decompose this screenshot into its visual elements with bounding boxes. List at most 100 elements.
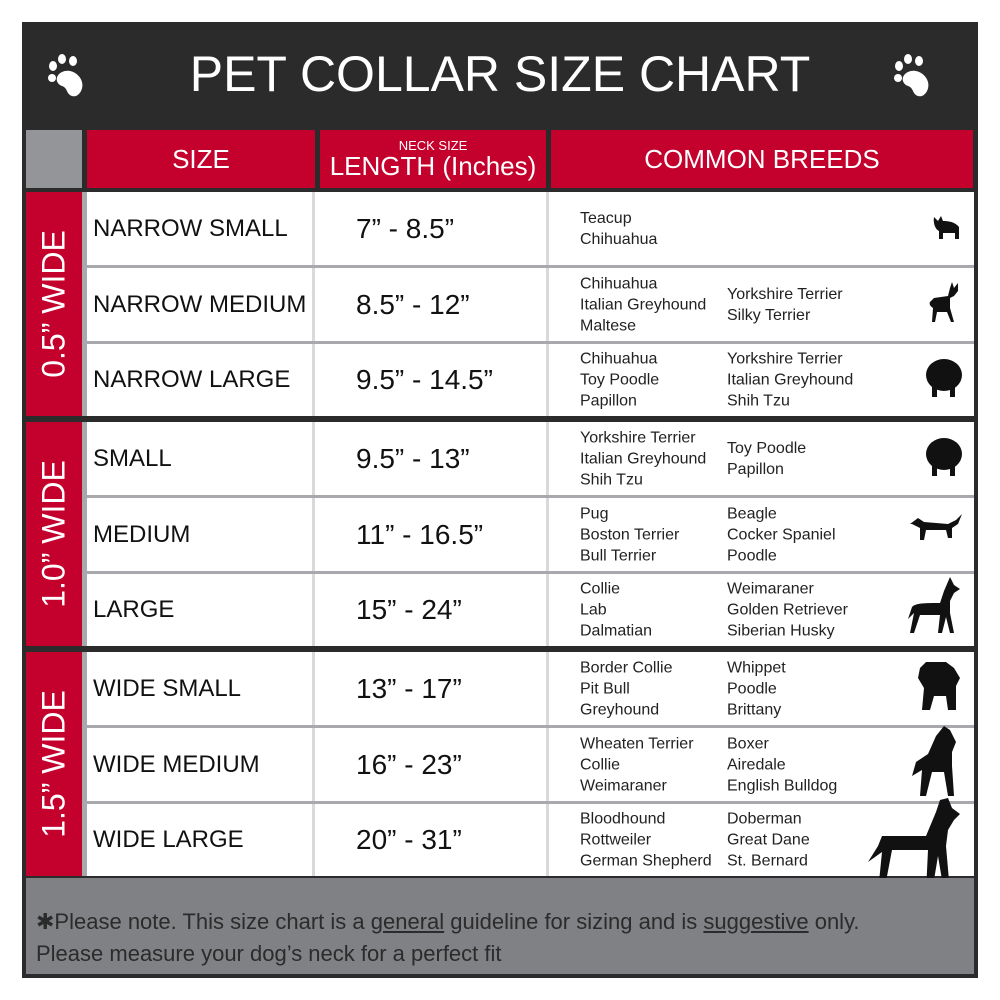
pomeranian-silhouette-icon xyxy=(924,434,964,484)
breed-name: St. Bernard xyxy=(727,852,808,870)
pomeranian-silhouette-icon xyxy=(924,355,964,405)
width-label: 1.5” WIDE xyxy=(26,652,82,876)
breed-name: Beagle xyxy=(727,505,777,522)
table-row: WIDE SMALL 13” - 17” Border Collie Pit Bu… xyxy=(87,652,974,725)
size-chart: PET COLLAR SIZE CHART SIZE NECK SIZE LENG… xyxy=(22,22,978,978)
neck-length: 20” - 31” xyxy=(318,804,549,876)
width-group: 1.0” WIDE SMALL 9.5” - 13” Yorkshire Ter… xyxy=(26,422,974,646)
bulldog-silhouette-icon xyxy=(916,658,964,720)
neck-length: 15” - 24” xyxy=(318,574,549,646)
neck-length: 13” - 17” xyxy=(318,652,549,725)
breed-name: Rottweiler xyxy=(580,831,652,849)
shepherd-silhouette-icon xyxy=(900,575,964,645)
width-group: 0.5” WIDE NARROW SMALL 7” - 8.5” Teacup C… xyxy=(26,192,974,416)
breed-name: Cocker Spaniel xyxy=(727,526,836,543)
width-group: 1.5” WIDE WIDE SMALL 13” - 17” Border Co… xyxy=(26,652,974,892)
paw-print-icon xyxy=(894,54,929,97)
size-name: SMALL xyxy=(87,422,315,495)
header-size: SIZE xyxy=(87,130,315,188)
breed-list: Wheaten Terrier Collie Weimaraner xyxy=(580,733,694,796)
breed-list: Beagle Cocker Spaniel Poodle xyxy=(727,503,836,566)
breed-name: Shih Tzu xyxy=(727,392,790,410)
breed-name: Great Dane xyxy=(727,831,810,849)
breed-list: Chihuahua Toy Poodle Papillon xyxy=(580,349,659,412)
size-name: WIDE LARGE xyxy=(87,804,315,876)
breed-name: Poodle xyxy=(727,680,777,697)
width-label: 1.0” WIDE xyxy=(26,422,82,646)
breed-name: Shih Tzu xyxy=(580,471,643,488)
breeds-cell: Chihuahua Italian Greyhound Maltese Yorkshi… xyxy=(552,268,974,341)
neck-length: 7” - 8.5” xyxy=(318,192,549,265)
table-row: SMALL 9.5” - 13” Yorkshire Terrier Italia… xyxy=(87,422,974,495)
breeds-cell: Chihuahua Toy Poodle Papillon Yorkshire Ter… xyxy=(552,344,974,416)
breed-name: Golden Retriever xyxy=(727,601,848,619)
breed-name: Chihuahua xyxy=(580,275,658,292)
breed-name: Doberman xyxy=(727,810,802,828)
breed-name: Dalmatian xyxy=(580,622,653,640)
breed-name: Lab xyxy=(580,601,607,619)
breed-list: Yorkshire Terrier Italian Greyhound Shih T… xyxy=(727,349,853,412)
neck-length: 9.5” - 14.5” xyxy=(318,344,549,416)
neck-length: 16” - 23” xyxy=(318,728,549,801)
table-row: WIDE MEDIUM 16” - 23” Wheaten Terrier Col… xyxy=(87,725,974,801)
breed-name: Pug xyxy=(580,505,609,522)
breed-name: Collie xyxy=(580,756,621,773)
neck-length: 11” - 16.5” xyxy=(318,498,549,571)
breed-list: Collie Lab Dalmatian xyxy=(580,579,652,642)
breed-name: Italian Greyhound xyxy=(727,371,854,389)
breed-name: Chihuahua xyxy=(580,350,658,368)
breed-name: Weimaraner xyxy=(727,580,814,598)
breed-name: Papillon xyxy=(727,460,784,478)
breed-name: Pit Bull xyxy=(580,680,630,697)
breed-name: Silky Terrier xyxy=(727,306,811,324)
breed-name: Weimaraner xyxy=(580,777,667,794)
breed-name: Italian Greyhound xyxy=(580,296,707,313)
breed-name: Airedale xyxy=(727,756,786,773)
size-name: NARROW SMALL xyxy=(87,192,315,265)
breed-name: Collie xyxy=(580,580,621,598)
size-name: MEDIUM xyxy=(87,498,315,571)
breed-name: Bull Terrier xyxy=(580,547,657,564)
breeds-cell: Teacup Chihuahua xyxy=(552,192,974,265)
breed-list: Yorkshire Terrier Italian Greyhound Shih T… xyxy=(580,427,706,490)
paw-print-icon xyxy=(48,54,83,97)
breed-list: Bloodhound Rottweiler German Shepherd xyxy=(580,809,712,872)
breed-list: Chihuahua Italian Greyhound Maltese xyxy=(580,273,706,336)
breed-name: Wheaten Terrier xyxy=(580,735,694,752)
width-label: 0.5” WIDE xyxy=(26,192,82,416)
breed-name: Maltese xyxy=(580,317,637,334)
breed-list: Pug Boston Terrier Bull Terrier xyxy=(580,503,679,566)
header-size-label: SIZE xyxy=(172,143,230,174)
breed-list: Teacup Chihuahua xyxy=(580,208,657,250)
yorkie-silhouette-icon xyxy=(930,209,964,249)
header-length: NECK SIZE LENGTH (Inches) xyxy=(320,130,546,188)
note-line-1: ✱Please note. This size chart is a gener… xyxy=(36,909,860,934)
breed-name: Greyhound xyxy=(580,701,660,718)
breed-name: Border Collie xyxy=(580,659,673,676)
breed-list: Border Collie Pit Bull Greyhound xyxy=(580,657,672,720)
breed-list: Doberman Great Dane St. Bernard xyxy=(727,809,810,872)
breed-name: Siberian Husky xyxy=(727,622,835,640)
breed-name: Chihuahua xyxy=(580,230,658,248)
breed-name: Poodle xyxy=(727,547,777,564)
size-name: LARGE xyxy=(87,574,315,646)
breed-name: Teacup xyxy=(580,209,632,227)
table-row: LARGE 15” - 24” Collie Lab Dalmatian Weimar… xyxy=(87,574,974,646)
breed-name: Whippet xyxy=(727,659,786,676)
breed-name: Toy Poodle xyxy=(580,371,660,389)
breeds-cell: Collie Lab Dalmatian Weimaraner Golden Retri… xyxy=(552,574,974,646)
breed-name: Brittany xyxy=(727,701,782,718)
header-breeds-label: COMMON BREEDS xyxy=(644,143,880,174)
neck-length: 9.5” - 13” xyxy=(318,422,549,495)
breed-list: Weimaraner Golden Retriever Siberian Husky xyxy=(727,579,848,642)
breeds-cell: Border Collie Pit Bull Greyhound Whippet Poo… xyxy=(552,652,974,725)
breed-list: Boxer Airedale English Bulldog xyxy=(727,733,837,796)
table-row: WIDE LARGE 20” - 31” Bloodhound Rottweile… xyxy=(87,798,974,892)
dachshund-silhouette-icon xyxy=(908,512,964,558)
breeds-cell: Pug Boston Terrier Bull Terrier Beagle Cocke… xyxy=(552,498,974,571)
breed-name: Toy Poodle xyxy=(727,439,807,457)
footer-note: ✱Please note. This size chart is a gener… xyxy=(26,878,974,974)
breed-name: German Shepherd xyxy=(580,852,712,870)
chihuahua-silhouette-icon xyxy=(924,280,964,330)
breed-list: Yorkshire Terrier Silky Terrier xyxy=(727,284,843,326)
